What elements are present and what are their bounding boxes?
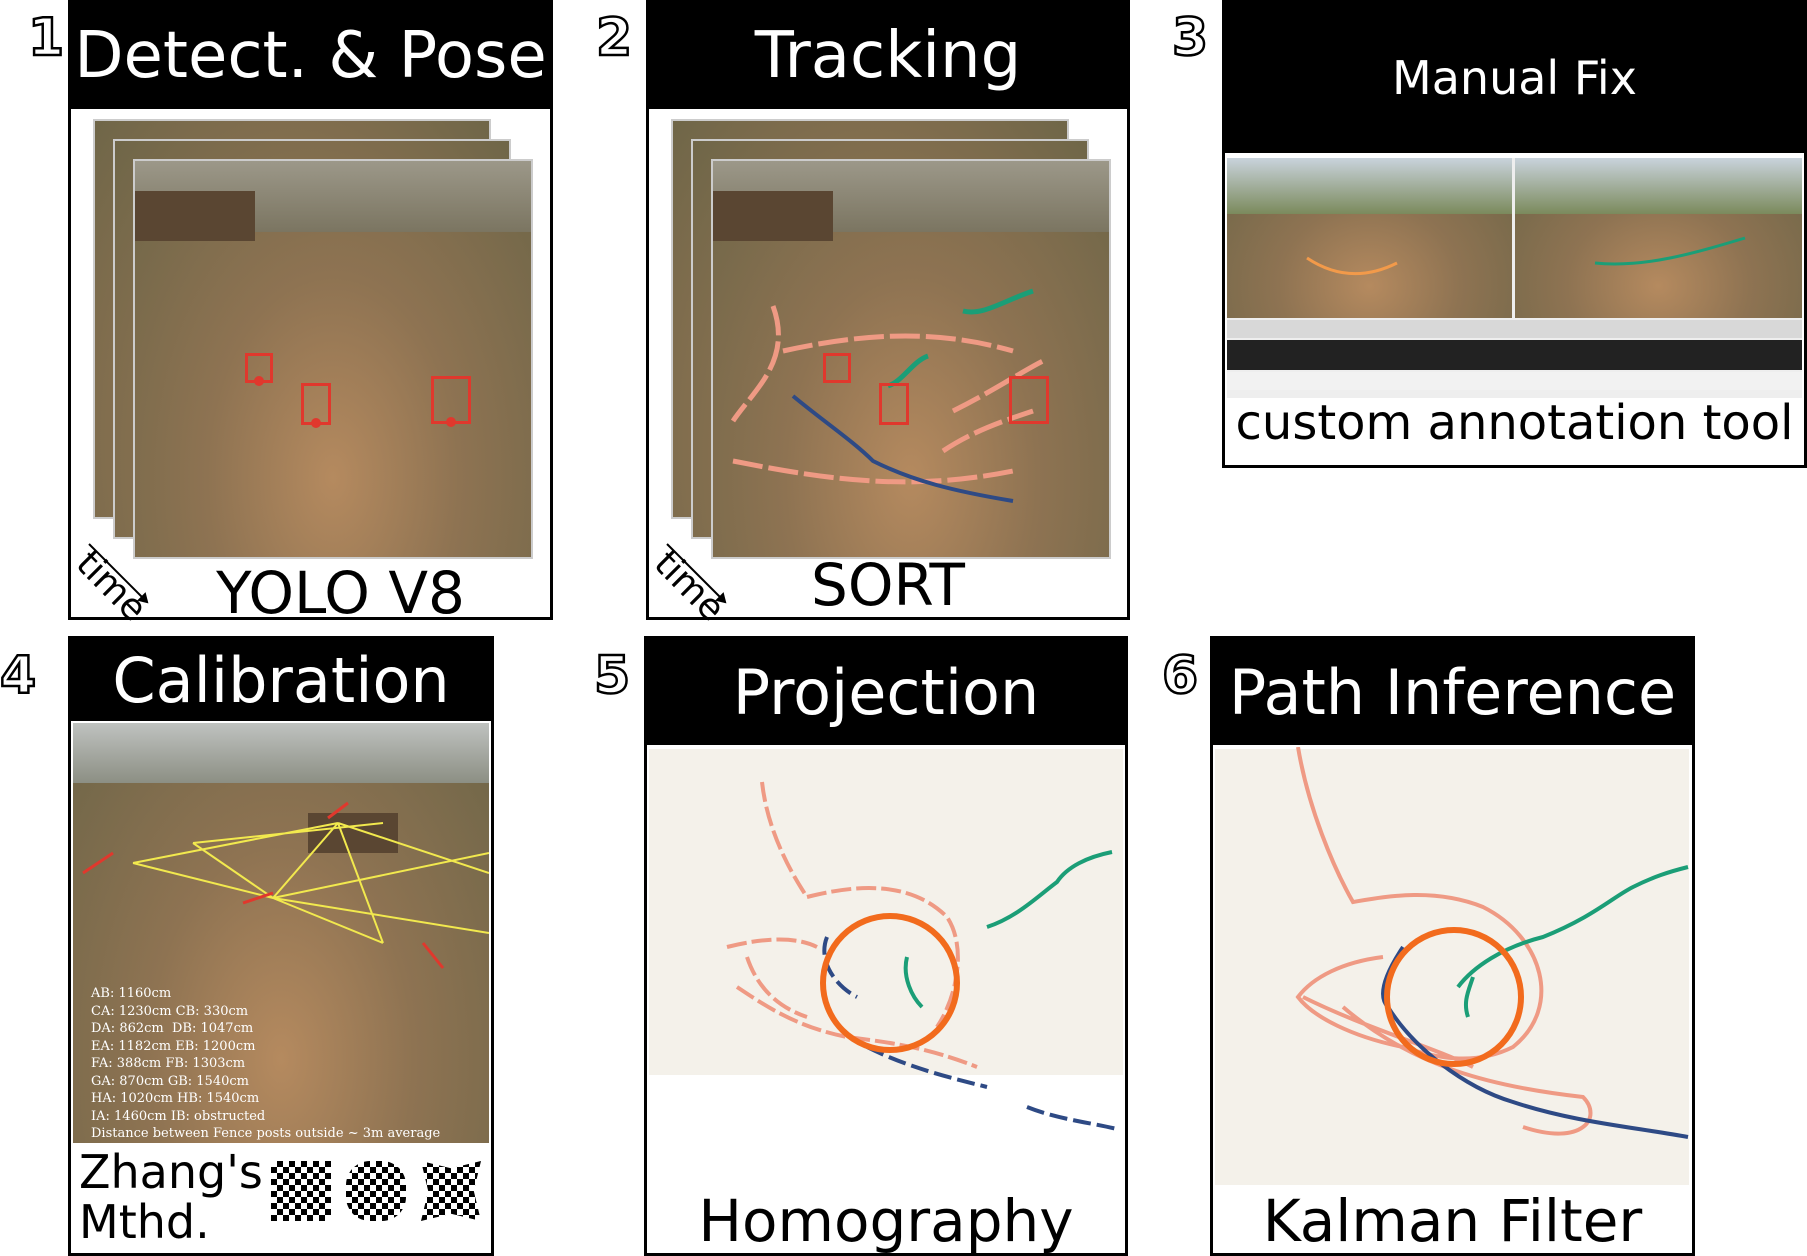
calibration-measurements: AB: 1160cm CA: 1230cm CB: 330cm DA: 862c… <box>91 986 441 1141</box>
detection-box <box>823 353 851 383</box>
panel-number-3: 3 <box>1171 8 1210 68</box>
playback-controls <box>1227 320 1802 338</box>
panel-number-5: 5 <box>593 646 632 706</box>
panel-caption: Kalman Filter <box>1262 1187 1643 1255</box>
panel-title: Path Inference <box>1228 655 1677 729</box>
panel-number-4: 4 <box>0 646 37 706</box>
panel-caption: YOLO V8 <box>216 559 465 627</box>
video-right <box>1515 158 1802 318</box>
shed <box>713 191 833 241</box>
inference-plot <box>1215 749 1689 1185</box>
detection-box <box>301 383 331 428</box>
checkerboard-distorted-icon <box>346 1161 406 1221</box>
detection-box <box>1009 376 1049 424</box>
projected-tracks <box>726 781 1118 1131</box>
panel-title: Detect. & Pose <box>74 19 547 93</box>
fix-controls <box>1227 372 1802 390</box>
timeline <box>1227 340 1802 370</box>
shed <box>135 191 255 241</box>
panel-number-2: 2 <box>595 8 634 68</box>
annotation-tool-screenshot <box>1227 158 1802 398</box>
panel-header: Projection <box>647 639 1125 745</box>
panel-caption: Zhang's Mthd. <box>79 1145 263 1249</box>
panel-title: Calibration <box>112 643 450 717</box>
panel-caption: SORT <box>811 551 965 619</box>
panel-title: Manual Fix <box>1392 51 1637 105</box>
panel-header: Detect. & Pose <box>71 3 550 109</box>
detection-box <box>431 376 471 427</box>
checkerboard-pincushion-icon <box>421 1161 481 1221</box>
panel-header: Manual Fix <box>1225 3 1804 153</box>
panel-title: Tracking <box>754 19 1022 93</box>
panel-projection: Projection Homography <box>644 636 1128 1256</box>
panel-tracking: Tracking time SORT <box>646 0 1130 630</box>
detection-box <box>245 353 273 386</box>
panel-caption: custom annotation tool <box>1235 395 1794 451</box>
checkerboard-icon <box>271 1161 331 1221</box>
panel-detect-pose: Detect. & Pose time YOLO V8 <box>68 0 553 630</box>
calibration-photo: AB: 1160cm CA: 1230cm CB: 330cm DA: 862c… <box>73 723 489 1143</box>
panel-calibration: Calibration AB: 1160cm CA: 1230cm CB: 33… <box>68 636 494 1256</box>
frame-photo <box>133 159 533 559</box>
detection-box <box>879 383 909 425</box>
panel-header: Calibration <box>71 639 491 721</box>
panel-path-inference: Path Inference Kalman Filter <box>1210 636 1695 1256</box>
shed <box>308 813 398 853</box>
panel-header: Path Inference <box>1213 639 1692 745</box>
panel-caption: Homography <box>698 1187 1074 1255</box>
projection-plot <box>649 749 1123 1075</box>
panel-title: Projection <box>732 655 1040 729</box>
frame-photo <box>711 159 1111 559</box>
calibration-lines <box>82 801 489 969</box>
track-overlay <box>730 288 1045 503</box>
panel-number-1: 1 <box>27 8 66 68</box>
filtered-tracks <box>1295 747 1689 1139</box>
panel-manual-fix: Manual Fix custom annotation tool <box>1222 0 1807 468</box>
video-left <box>1227 158 1512 318</box>
panel-header: Tracking <box>649 3 1127 109</box>
panel-number-6: 6 <box>1161 646 1200 706</box>
